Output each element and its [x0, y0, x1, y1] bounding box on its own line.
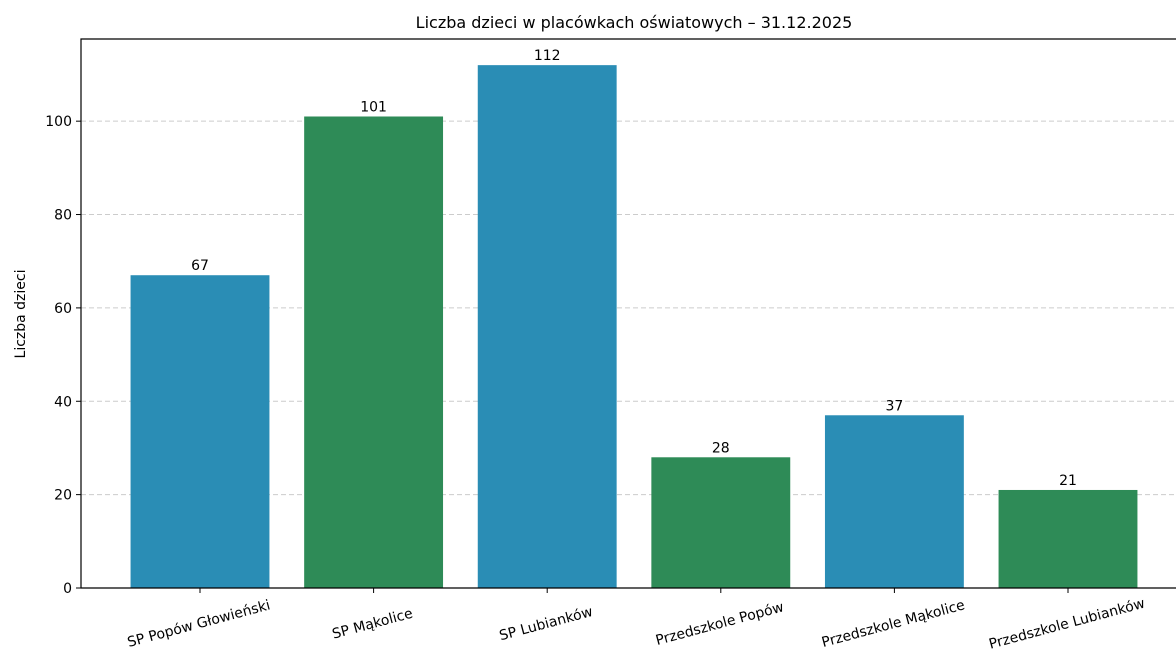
x-tick-label: Przedszkole Mąkolice [820, 597, 967, 651]
bar [304, 116, 444, 588]
y-tick-label: 80 [54, 208, 72, 224]
data-label: 67 [191, 258, 209, 274]
data-label: 28 [712, 440, 730, 456]
bar [130, 275, 270, 588]
bar [651, 457, 791, 588]
axes-frame [80, 38, 1176, 589]
data-label: 21 [1059, 473, 1077, 489]
x-tick-label: Przedszkole Lubianków [987, 596, 1147, 653]
data-label: 101 [360, 99, 387, 115]
chart-title: Liczba dzieci w placówkach oświatowych –… [416, 13, 853, 32]
bar [998, 489, 1138, 588]
y-tick-label: 100 [45, 114, 72, 130]
y-tick-label: 60 [54, 301, 72, 317]
y-tick-label: 40 [54, 394, 72, 410]
x-tick-label: SP Popów Głowieński [126, 597, 272, 651]
data-label: 37 [885, 398, 903, 414]
x-tick-label: SP Mąkolice [331, 606, 415, 643]
bar [477, 65, 617, 588]
y-tick-label: 20 [54, 488, 72, 504]
data-label: 112 [534, 48, 561, 64]
x-tick-label: SP Lubianków [498, 604, 595, 644]
y-axis-label: Liczba dzieci [13, 270, 29, 359]
y-tick-label: 0 [63, 581, 72, 597]
bar [824, 415, 964, 588]
x-tick-label: Przedszkole Popów [654, 599, 786, 649]
